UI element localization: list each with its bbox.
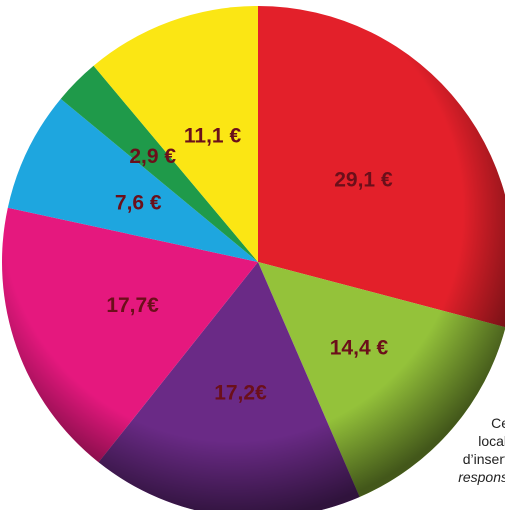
shading bbox=[2, 6, 505, 510]
slice-label: 14,4 € bbox=[330, 336, 389, 359]
slice-label: 17,7€ bbox=[106, 294, 159, 317]
slice-label: 7,6 € bbox=[115, 191, 162, 214]
side-text-line: p bbox=[413, 396, 505, 414]
side-text-line: d’inserti bbox=[462, 451, 505, 467]
side-text-line: local bbox=[478, 433, 505, 449]
side-text-line: Ce bbox=[491, 415, 505, 431]
slice-label: 17,2€ bbox=[214, 382, 267, 405]
slice-label: 2,9 € bbox=[129, 145, 176, 168]
side-text-line: respons bbox=[458, 469, 505, 485]
slice-label: 29,1 € bbox=[334, 168, 393, 191]
side-text: pCe local d’inserti respons bbox=[405, 396, 505, 486]
slice-label: 11,1 € bbox=[184, 124, 242, 147]
